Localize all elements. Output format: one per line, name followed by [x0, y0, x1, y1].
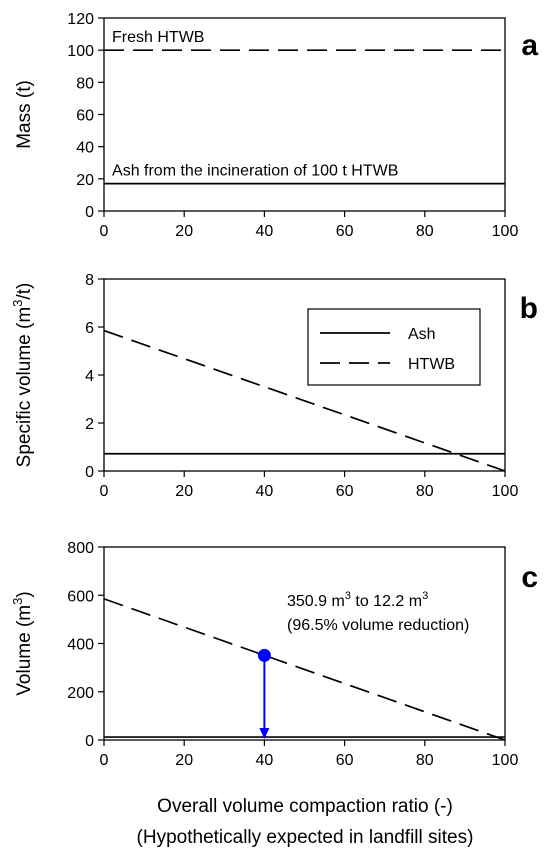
y-tick-label: 600	[67, 588, 94, 605]
series-line-htwb	[103, 329, 506, 472]
y-axis-title: Mass (t)	[14, 80, 35, 149]
data-point-marker	[257, 648, 271, 662]
x-tick-label: 20	[175, 752, 193, 769]
x-tick-label: 60	[336, 752, 354, 769]
panel-a: 0 20 40 60 80 100 0 20 40 60 80 100 120 Mass (t) a Fres…	[14, 11, 538, 240]
legend-entry-htwb: HTWB	[408, 356, 455, 373]
y-tick-label: 8	[85, 272, 94, 289]
panel-letter: a	[521, 29, 538, 62]
x-tick-label: 20	[175, 483, 193, 500]
x-tick-label: 80	[416, 752, 434, 769]
plot-frame	[103, 17, 506, 212]
x-tick-label: 100	[492, 223, 519, 240]
x-tick-label: 40	[256, 223, 274, 240]
y-tick-label: 0	[85, 464, 94, 481]
x-tick-label: 0	[100, 223, 109, 240]
legend-entry-ash: Ash	[408, 326, 436, 343]
x-axis-subtitle: (Hypothetically expected in landfill sit…	[137, 827, 474, 848]
legend-box	[307, 308, 481, 386]
y-tick-label: 2	[85, 416, 94, 433]
x-axis-title: Overall volume compaction ratio (-)	[157, 796, 453, 817]
x-tick-label: 20	[175, 223, 193, 240]
x-tick-label: 80	[416, 223, 434, 240]
y-tick-label: 120	[67, 11, 94, 28]
x-tick-label: 100	[492, 483, 519, 500]
plot-frame	[103, 546, 506, 741]
panel-letter: c	[521, 561, 538, 594]
y-tick-label: 0	[85, 204, 94, 221]
x-tick-label: 0	[100, 483, 109, 500]
y-tick-label: 40	[76, 140, 94, 157]
x-tick-label: 60	[336, 483, 354, 500]
y-tick-label: 800	[67, 540, 94, 557]
y-tick-label: 80	[76, 75, 94, 92]
y-tick-label: 200	[67, 685, 94, 702]
x-axis-title-group: Overall volume compaction ratio (-) (Hypo…	[137, 796, 474, 848]
y-tick-label: 4	[85, 368, 94, 385]
x-tick-label: 100	[492, 752, 519, 769]
y-tick-label: 20	[76, 172, 94, 189]
y-tick-label: 0	[85, 733, 94, 750]
y-tick-label: 400	[67, 637, 94, 654]
panel-b: 0 20 40 60 80 100 0 2 4 6 8 Specific volume (m3/t) b…	[10, 272, 538, 500]
x-tick-label: 40	[256, 483, 274, 500]
series-line-dashed-0	[103, 598, 506, 741]
panel-c: 0 20 40 60 80 100 0 200 400 600 800 Volume (m3) c 350…	[10, 540, 538, 769]
y-tick-label: 60	[76, 108, 94, 125]
x-tick-label: 80	[416, 483, 434, 500]
x-tick-label: 0	[100, 752, 109, 769]
reduction-arrow-head	[259, 728, 270, 739]
annotation-label: Ash from the incineration of 100 t HTWB	[112, 163, 398, 180]
y-axis-title: Specific volume (m3/t)	[10, 283, 35, 468]
annotation-label: Fresh HTWB	[112, 29, 204, 46]
x-tick-label: 40	[256, 752, 274, 769]
panel-letter: b	[520, 292, 538, 325]
y-tick-label: 100	[67, 43, 94, 60]
y-axis-title: Volume (m3)	[10, 591, 35, 695]
volume-annotation-line2: (96.5% volume reduction)	[287, 617, 469, 634]
y-tick-label: 6	[85, 320, 94, 337]
x-tick-label: 60	[336, 223, 354, 240]
volume-annotation-line1: 350.9 m3 to 12.2 m3	[287, 590, 428, 610]
